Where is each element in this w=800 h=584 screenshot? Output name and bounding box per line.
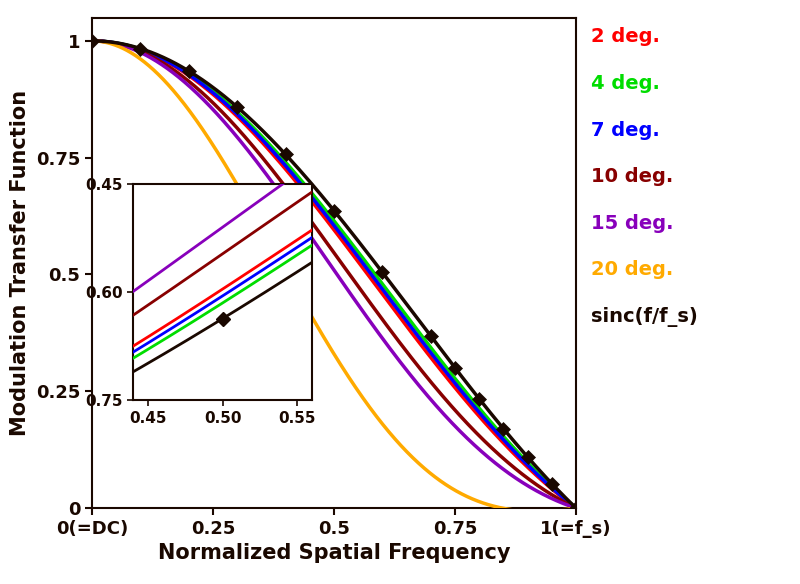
Text: 2 deg.: 2 deg. [590,27,659,46]
Text: 15 deg.: 15 deg. [590,214,673,233]
X-axis label: Normalized Spatial Frequency: Normalized Spatial Frequency [158,544,510,564]
Text: 20 deg.: 20 deg. [590,260,673,279]
Text: 10 deg.: 10 deg. [590,167,673,186]
Text: 7 deg.: 7 deg. [590,120,659,140]
Text: 4 deg.: 4 deg. [590,74,659,93]
Text: sinc(f/f_s): sinc(f/f_s) [590,307,698,327]
Y-axis label: Modulation Transfer Function: Modulation Transfer Function [10,90,30,436]
